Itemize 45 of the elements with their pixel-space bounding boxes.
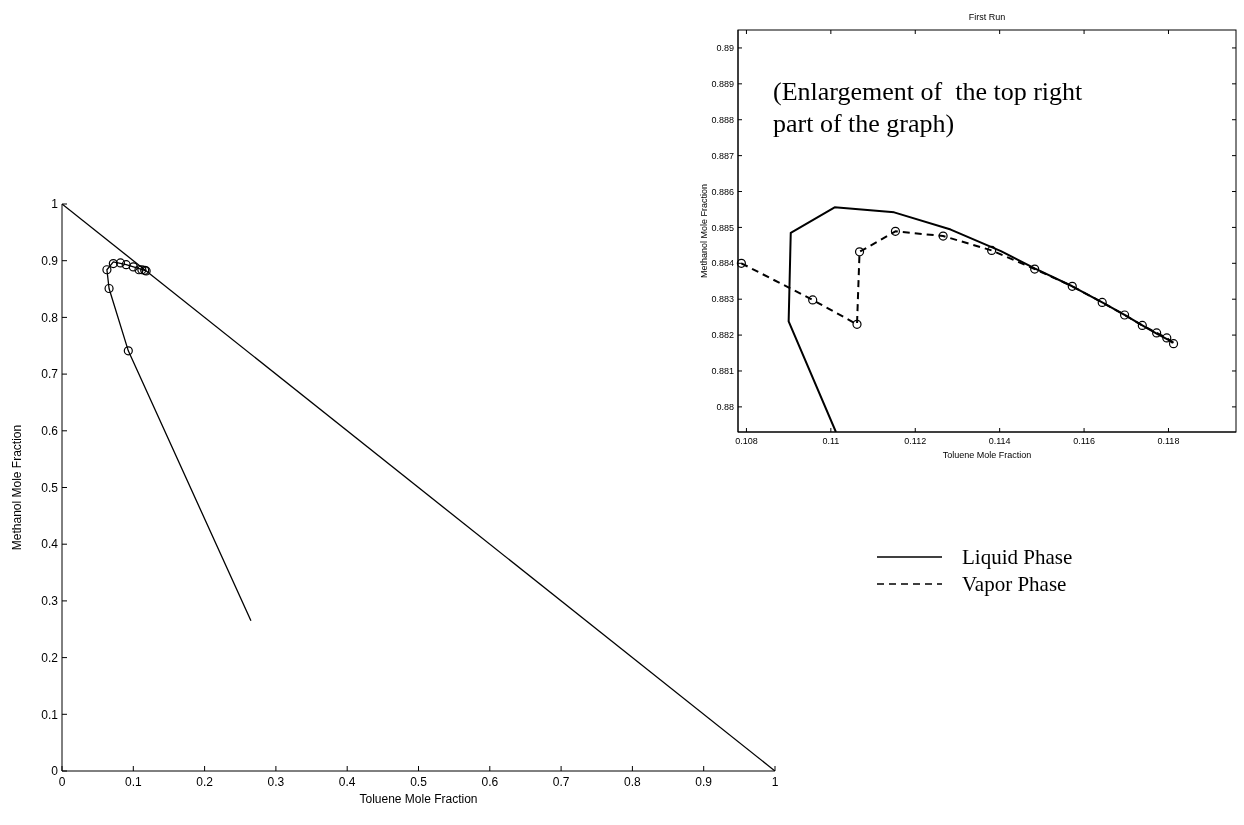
legend-label: Vapor Phase	[962, 572, 1067, 596]
y-tick-label: 1	[51, 197, 59, 212]
x-tick-label: 0.7	[552, 775, 570, 789]
y-tick-label: 0.1	[41, 707, 59, 722]
y-tick-label: 0.9	[41, 253, 59, 268]
x-tick-label: 0.3	[267, 775, 285, 789]
x-tick-label: 0.6	[481, 775, 499, 789]
x-tick-label: 0.1	[124, 775, 142, 789]
x-tick-label: 0.5	[410, 775, 428, 789]
y-tick-label: 0.8	[41, 310, 59, 325]
legend-label: Liquid Phase	[962, 545, 1073, 569]
x-tick-label: 0.8	[624, 775, 642, 789]
y-tick-label: 0.881	[711, 366, 734, 377]
x-tick-label: 0.114	[988, 436, 1011, 446]
y-tick-label: 0.3	[41, 594, 59, 609]
y-tick-label: 0.4	[41, 537, 59, 552]
x-axis-title: Toluene Mole Fraction	[359, 792, 478, 806]
x-tick-label: 1	[771, 775, 779, 789]
x-tick-label: 0.118	[1157, 436, 1180, 446]
y-tick-label: 0.887	[711, 150, 734, 161]
y-tick-label: 0.882	[711, 330, 734, 341]
y-tick-label: 0.886	[711, 186, 734, 197]
chart-title: First Run	[968, 12, 1006, 22]
x-tick-label: 0.11	[822, 436, 840, 446]
y-tick-label: 0.889	[711, 78, 734, 89]
x-tick-label: 0.9	[695, 775, 713, 789]
y-tick-label: 0.5	[41, 480, 59, 495]
y-tick-label: 0.884	[711, 258, 734, 269]
x-tick-label: 0.4	[338, 775, 356, 789]
y-axis-title: Methanol Mole Fraction	[10, 424, 25, 551]
y-tick-label: 0.883	[711, 294, 734, 305]
y-tick-label: 0.885	[711, 222, 734, 233]
y-tick-label: 0.888	[711, 114, 734, 125]
y-tick-label: 0.89	[716, 43, 734, 54]
x-tick-label: 0.108	[735, 436, 758, 446]
x-tick-label: 0.2	[196, 775, 214, 789]
y-tick-label: 0.2	[41, 650, 59, 665]
annotation: (Enlargement of the top right part of the graph)	[773, 77, 1084, 138]
x-tick-label: 0.116	[1073, 436, 1095, 446]
y-tick-label: 0	[51, 764, 59, 779]
y-tick-label: 0.7	[41, 367, 59, 382]
x-axis-title: Toluene Mole Fraction	[942, 450, 1032, 460]
y-axis-title: Methanol Mole Fraction	[699, 183, 710, 279]
x-tick-label: 0.112	[904, 436, 927, 446]
y-tick-label: 0.88	[716, 402, 734, 413]
